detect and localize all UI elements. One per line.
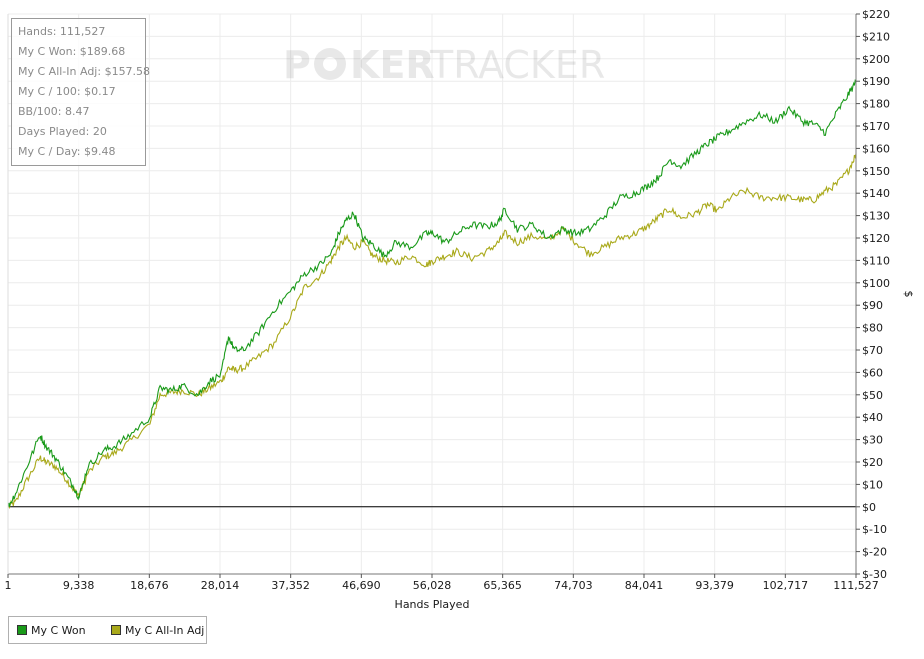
legend-swatch-allin-adj bbox=[111, 625, 121, 635]
y-tick-label: $140 bbox=[862, 187, 890, 200]
y-tick-label: $200 bbox=[862, 53, 890, 66]
stat-allin-adj: My C All-In Adj: $157.58 bbox=[18, 65, 151, 78]
y-tick-label: $80 bbox=[862, 322, 883, 335]
legend-item-won[interactable]: My C Won bbox=[17, 624, 86, 637]
stat-days-played: Days Played: 20 bbox=[18, 125, 107, 138]
y-tick-label: $60 bbox=[862, 366, 883, 379]
y-tick-label: $70 bbox=[862, 344, 883, 357]
y-tick-label: $160 bbox=[862, 142, 890, 155]
y-tick-label: $100 bbox=[862, 277, 890, 290]
x-tick-label: 84,041 bbox=[625, 579, 664, 592]
y-tick-label: $190 bbox=[862, 75, 890, 88]
x-tick-labels: 1 9,338 18,676 28,014 37,352 46,690 56,028 65,3… bbox=[5, 574, 879, 592]
x-axis-title: Hands Played bbox=[395, 598, 470, 611]
series-line-allin-adj bbox=[7, 153, 857, 510]
y-tick-label: $40 bbox=[862, 411, 883, 424]
x-tick-label: 9,338 bbox=[63, 579, 95, 592]
y-tick-label: $210 bbox=[862, 30, 890, 43]
y-tick-label: $150 bbox=[862, 165, 890, 178]
chart-legend: My C Won My C All-In Adj bbox=[8, 616, 207, 644]
x-tick-label: 56,028 bbox=[413, 579, 452, 592]
y-tick-label: $-30 bbox=[862, 568, 887, 581]
x-tick-label: 102,717 bbox=[763, 579, 809, 592]
stat-won: My C Won: $189.68 bbox=[18, 45, 126, 58]
x-tick-label: 1 bbox=[5, 579, 12, 592]
legend-swatch-won bbox=[17, 625, 27, 635]
stat-bb-100: BB/100: 8.47 bbox=[18, 105, 90, 118]
y-tick-label: $20 bbox=[862, 456, 883, 469]
stat-per-day: My C / Day: $9.48 bbox=[18, 145, 116, 158]
y-tick-label: $50 bbox=[862, 389, 883, 402]
pokertracker-watermark: P KER TRACKER bbox=[283, 43, 605, 87]
y-tick-label: $130 bbox=[862, 210, 890, 223]
svg-text:KER: KER bbox=[350, 43, 435, 87]
y-tick-label: $10 bbox=[862, 478, 883, 491]
series-line-won bbox=[7, 79, 857, 508]
series-group bbox=[7, 79, 857, 510]
stat-per-100: My C / 100: $0.17 bbox=[18, 85, 116, 98]
y-tick-label: $-20 bbox=[862, 546, 887, 559]
y-tick-label: $180 bbox=[862, 98, 890, 111]
x-tick-label: 37,352 bbox=[271, 579, 310, 592]
x-tick-label: 74,703 bbox=[554, 579, 593, 592]
y-tick-label: $30 bbox=[862, 434, 883, 447]
x-tick-label: 111,527 bbox=[833, 579, 879, 592]
y-tick-label: $90 bbox=[862, 299, 883, 312]
legend-label-allin-adj: My C All-In Adj bbox=[125, 624, 205, 637]
y-tick-label: $120 bbox=[862, 232, 890, 245]
y-tick-label: $220 bbox=[862, 8, 890, 21]
legend-item-allin-adj[interactable]: My C All-In Adj bbox=[111, 624, 204, 637]
x-tick-label: 18,676 bbox=[130, 579, 169, 592]
y-tick-label: $0 bbox=[862, 501, 876, 514]
stats-box: Hands: 111,527 My C Won: $189.68 My C Al… bbox=[11, 18, 151, 166]
x-tick-label: 46,690 bbox=[342, 579, 381, 592]
legend-label-won: My C Won bbox=[31, 624, 86, 637]
stat-hands: Hands: 111,527 bbox=[18, 25, 106, 38]
x-tick-label: 28,014 bbox=[201, 579, 240, 592]
y-axis-title: $ bbox=[902, 291, 915, 298]
y-tick-labels: $220 $210 $200 $190 $180 $170 $160 $150 $140 $130… bbox=[856, 8, 890, 581]
y-tick-label: $-10 bbox=[862, 523, 887, 536]
svg-text:TRACKER: TRACKER bbox=[429, 43, 605, 87]
y-tick-label: $170 bbox=[862, 120, 890, 133]
svg-text:P: P bbox=[283, 43, 311, 87]
x-tick-label: 93,379 bbox=[695, 579, 734, 592]
x-tick-label: 65,365 bbox=[483, 579, 522, 592]
y-tick-label: $110 bbox=[862, 254, 890, 267]
